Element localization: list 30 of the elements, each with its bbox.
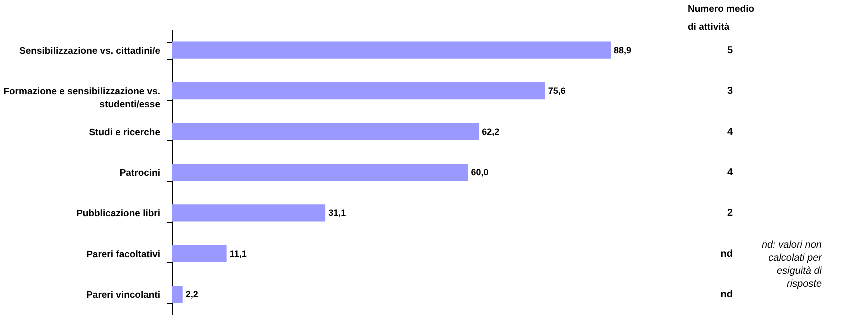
- data-label: 31,1: [328, 208, 346, 218]
- bar: [172, 286, 183, 304]
- data-label: 60,0: [471, 168, 489, 178]
- text: 4: [727, 168, 734, 178]
- text: nd: [720, 290, 733, 301]
- y-tick-label: Pareri vincolanti: [86, 290, 160, 302]
- text: nd: [720, 248, 733, 260]
- text: 4: [727, 126, 734, 138]
- y-tick-label: Patrocini: [120, 168, 160, 179]
- text: nd: valori non calcolati per esiguità di risposte: [762, 240, 823, 290]
- bar: [172, 204, 326, 222]
- y-tick-label: Studi e ricerche: [89, 127, 160, 138]
- y-tick-label: Formazione e sensibilizzazione vs. studenti/esse: [4, 86, 160, 111]
- text: 2: [727, 208, 734, 220]
- bar: [172, 123, 480, 140]
- bar: [172, 164, 468, 182]
- data-label: 11,1: [230, 248, 247, 259]
- y-tick-label: Sensibilizzazione vs. cittadini/e: [20, 46, 160, 57]
- data-label: 88,9: [614, 45, 632, 56]
- data-label: 2,2: [186, 290, 198, 300]
- text: 3: [727, 86, 734, 98]
- text: 5: [727, 45, 734, 56]
- y-tick-label: Pareri facoltativi: [86, 249, 160, 260]
- bar: [172, 82, 546, 100]
- y-tick-label: Pubblicazione libri: [76, 208, 160, 220]
- bar: [172, 42, 611, 59]
- text: Numero medio di attività: [688, 4, 755, 33]
- data-label: 62,2: [482, 126, 500, 137]
- data-label: 75,6: [548, 86, 566, 96]
- bar: [172, 245, 227, 262]
